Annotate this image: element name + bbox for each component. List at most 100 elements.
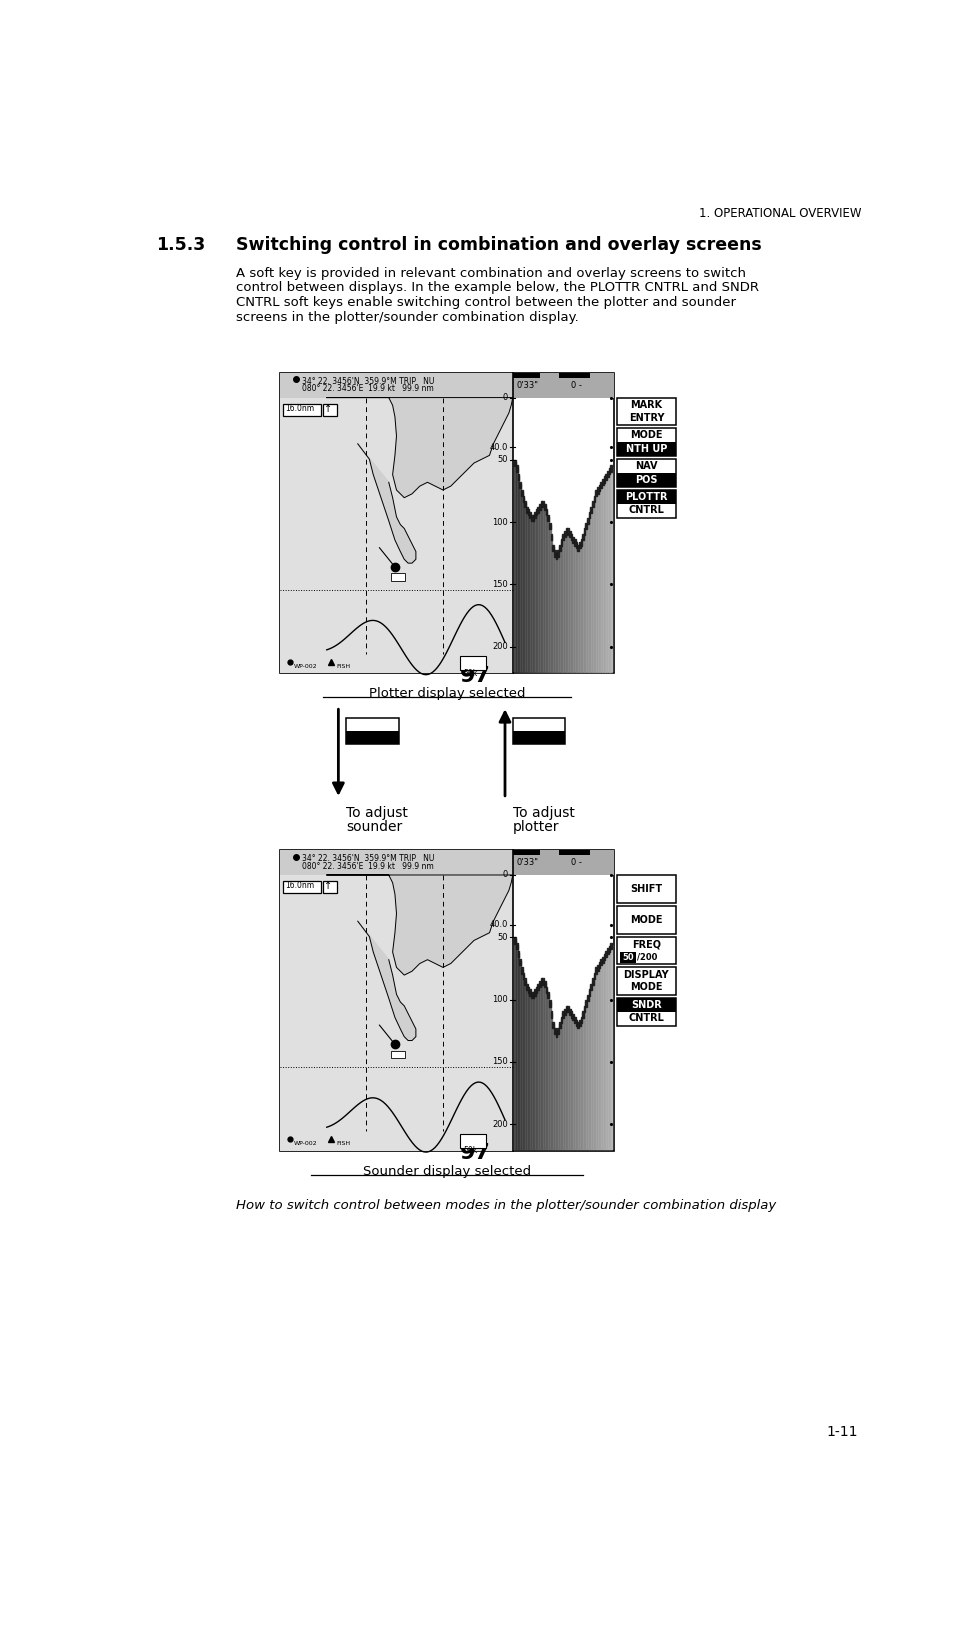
Text: A soft key is provided in relevant combination and overlay screens to switch: A soft key is provided in relevant combi… — [236, 266, 746, 279]
Polygon shape — [327, 875, 513, 974]
Text: ↑: ↑ — [323, 403, 332, 415]
Bar — [618, 473, 676, 486]
Bar — [323, 881, 337, 893]
Bar — [391, 1051, 405, 1058]
Bar — [618, 968, 676, 996]
Text: MODE: MODE — [630, 982, 662, 992]
Text: SNDR: SNDR — [522, 720, 555, 730]
Bar — [346, 731, 399, 744]
Text: To adjust: To adjust — [346, 806, 408, 821]
Text: ↑: ↑ — [323, 881, 332, 891]
Text: 97: 97 — [460, 1142, 491, 1164]
Polygon shape — [357, 444, 416, 563]
Text: sounder: sounder — [346, 821, 402, 834]
Bar — [618, 937, 676, 965]
Text: PLOTTR: PLOTTR — [625, 491, 668, 503]
Text: MODE: MODE — [630, 914, 662, 925]
Bar — [281, 374, 513, 398]
Bar — [513, 374, 614, 398]
Bar — [323, 403, 337, 416]
Text: 50: 50 — [497, 455, 508, 465]
Bar — [618, 875, 676, 902]
Text: 150: 150 — [492, 579, 508, 589]
Bar — [281, 374, 614, 674]
Bar — [281, 398, 513, 674]
Text: Sounder display selected: Sounder display selected — [363, 1165, 531, 1178]
Text: 16.0nm: 16.0nm — [285, 881, 314, 889]
Bar — [281, 850, 614, 1151]
Bar — [513, 374, 540, 377]
Text: 200: 200 — [492, 643, 508, 651]
Text: CNTRL soft keys enable switching control between the plotter and sounder: CNTRL soft keys enable switching control… — [236, 295, 736, 308]
Text: 1. OPERATIONAL OVERVIEW: 1. OPERATIONAL OVERVIEW — [699, 207, 861, 220]
Text: 1.5.3: 1.5.3 — [156, 237, 206, 255]
Text: 1-11: 1-11 — [826, 1425, 857, 1439]
Text: MODE: MODE — [630, 431, 662, 441]
Bar — [281, 875, 513, 1151]
Text: control between displays. In the example below, the PLOTTR CNTRL and SNDR: control between displays. In the example… — [236, 281, 759, 294]
Bar — [618, 459, 676, 486]
Bar — [513, 850, 614, 875]
Bar — [281, 850, 513, 875]
Text: 50k: 50k — [463, 669, 478, 677]
Text: 100: 100 — [492, 517, 508, 527]
Text: 200: 200 — [492, 1120, 508, 1129]
Bar — [391, 573, 405, 581]
Text: 080° 22. 3456'E  19.9 kt   99.9 nm: 080° 22. 3456'E 19.9 kt 99.9 nm — [302, 862, 434, 871]
Text: 40.0: 40.0 — [489, 442, 508, 452]
Text: CNTRL: CNTRL — [628, 1013, 664, 1023]
Text: PLOTTR: PLOTTR — [350, 720, 395, 730]
Bar — [513, 731, 565, 744]
Text: SNDR: SNDR — [631, 1000, 662, 1010]
Text: MARK: MARK — [630, 400, 662, 410]
Bar — [618, 906, 676, 934]
Bar — [460, 656, 486, 671]
Bar — [284, 403, 320, 416]
Text: Plotter display selected: Plotter display selected — [369, 687, 525, 700]
Bar — [620, 951, 636, 963]
Text: CNTRL: CNTRL — [353, 731, 391, 743]
Bar — [618, 490, 676, 517]
Bar — [513, 850, 540, 855]
Text: plotter: plotter — [513, 821, 559, 834]
Text: 50k: 50k — [463, 1146, 478, 1155]
Text: NAV: NAV — [635, 462, 657, 472]
Text: 0: 0 — [503, 393, 508, 401]
Text: 0'33": 0'33" — [517, 858, 539, 867]
Text: 0: 0 — [503, 870, 508, 880]
Bar — [618, 398, 676, 426]
Bar — [460, 1134, 486, 1147]
Text: screens in the plotter/sounder combination display.: screens in the plotter/sounder combinati… — [236, 310, 579, 323]
Text: FREQ: FREQ — [632, 940, 661, 950]
Text: FISH: FISH — [336, 664, 351, 669]
Text: ENTRY: ENTRY — [628, 413, 664, 423]
Text: WP-002: WP-002 — [294, 1141, 318, 1146]
Text: FISH: FISH — [336, 1141, 351, 1146]
Text: SHIFT: SHIFT — [630, 885, 662, 894]
Text: CNTRL: CNTRL — [628, 504, 664, 516]
Text: 50: 50 — [622, 953, 634, 961]
Text: To adjust: To adjust — [513, 806, 575, 821]
Text: 97: 97 — [460, 666, 491, 685]
Text: 34° 22. 3456'N  359.9°M TRIP   NU: 34° 22. 3456'N 359.9°M TRIP NU — [302, 854, 434, 863]
Text: NTH UP: NTH UP — [625, 444, 667, 454]
Text: 0 -: 0 - — [571, 380, 582, 390]
Bar — [513, 718, 565, 744]
Text: 0 -: 0 - — [571, 858, 582, 867]
Bar — [559, 374, 590, 377]
Text: DISPLAY: DISPLAY — [623, 969, 669, 981]
Bar — [618, 490, 676, 504]
Bar — [618, 428, 676, 455]
Text: 16.0nm: 16.0nm — [285, 403, 314, 413]
Text: 40.0: 40.0 — [489, 920, 508, 929]
Text: CNTRL: CNTRL — [520, 731, 558, 743]
Text: /200: /200 — [637, 953, 657, 961]
Text: 100: 100 — [492, 996, 508, 1004]
Bar — [559, 850, 590, 855]
Text: 50: 50 — [497, 934, 508, 942]
Bar — [618, 442, 676, 455]
Text: 150: 150 — [492, 1058, 508, 1066]
Text: Switching control in combination and overlay screens: Switching control in combination and ove… — [236, 237, 762, 255]
Bar — [284, 881, 320, 893]
Text: 0'33": 0'33" — [517, 380, 539, 390]
